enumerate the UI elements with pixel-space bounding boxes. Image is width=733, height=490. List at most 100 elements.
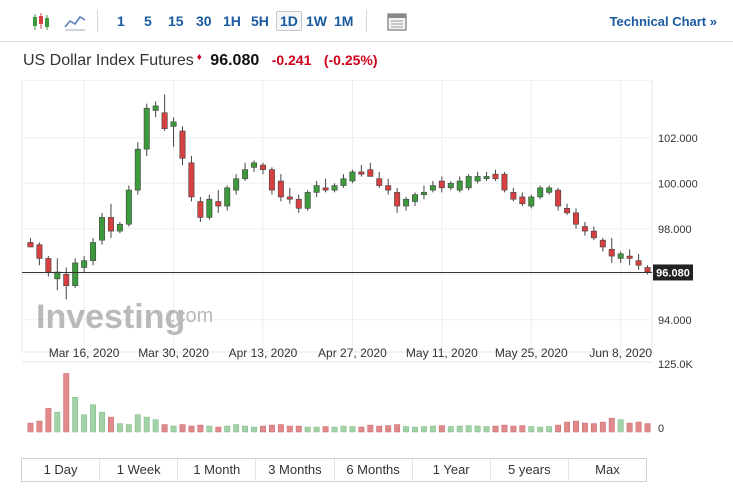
range-5-years[interactable]: 5 years [491,459,569,481]
candle [313,181,320,197]
technical-chart-label: Technical Chart [609,14,707,29]
range-3-months[interactable]: 3 Months [256,459,335,481]
candle-body [376,178,383,186]
price-chart[interactable]: Investing .com 125.0K 0 102.000 100.000 98.… [0,80,733,454]
volume-bar [170,425,177,433]
candle-body [116,223,123,232]
x-tick-label: Jun 8, 2020 [589,346,652,360]
timeframe-1[interactable]: 1 [117,13,125,29]
candle [394,187,401,213]
timeframe-30[interactable]: 30 [196,13,212,29]
x-tick-label: Apr 13, 2020 [229,346,298,360]
candle [447,181,454,191]
candle [367,162,374,177]
technical-chart-link[interactable]: Technical Chart » [610,14,717,29]
candle [492,169,499,182]
volume-bar [340,425,347,433]
timeframe-1d[interactable]: 1D [276,11,302,31]
candle-body [617,253,624,259]
candle-body [197,201,204,218]
volume-bar [152,419,159,433]
volume-bar [367,424,374,433]
toolbar-separator [97,10,98,32]
timeframe-1w[interactable]: 1W [306,13,327,29]
range-1-day[interactable]: 1 Day [22,459,101,481]
volume-bar [27,422,34,433]
volume-bar [394,424,401,433]
candle [501,171,508,193]
candle [465,174,472,191]
candle [90,237,97,266]
candle [546,185,553,195]
candles [27,94,651,300]
candle-body [179,130,186,159]
candle-body [188,162,195,198]
volume-bar [134,414,141,433]
candle-body [206,198,213,218]
candle-body [224,187,231,207]
candle [581,221,588,236]
candle-body [349,171,356,182]
volume-bar [72,397,79,433]
volume-bar [358,426,365,433]
candle-body [90,242,97,261]
candlestick-chart-icon[interactable] [30,12,52,32]
volume-bar [233,424,240,433]
candle [286,187,293,204]
volume-bar [599,421,606,433]
candle-body [215,201,222,207]
calendar-icon[interactable] [386,12,408,32]
range-max[interactable]: Max [595,462,620,477]
timeframe-1h[interactable]: 1H [223,13,241,29]
toolbar-separator [366,10,367,32]
volume-bar [54,411,61,433]
range-1-month[interactable]: 1 Month [178,459,257,481]
candle-body [358,171,365,175]
candle [537,185,544,200]
candle-body [27,242,34,248]
candle [188,155,195,202]
instrument-name: US Dollar Index Futures [23,52,194,69]
timeframe-5h[interactable]: 5H [251,13,269,29]
volume-bar [260,425,266,433]
timeframe-1m[interactable]: 1M [334,13,354,29]
last-price-tag-label: 96.080 [656,267,690,279]
area-chart-icon[interactable] [64,12,86,32]
candle [573,208,579,229]
volume-bar [617,419,624,433]
timeframe-5[interactable]: 5 [144,13,152,29]
volume-bar [304,426,311,433]
volume-bar [528,426,535,433]
volume-bar [206,425,213,433]
range-6-months[interactable]: 6 Months [335,459,413,481]
candle [438,176,445,193]
timeframe-15[interactable]: 15 [168,13,184,29]
candle-body [483,176,490,180]
candle-body [510,192,517,200]
x-tick-label: May 11, 2020 [406,346,478,360]
volume-bar [438,425,445,433]
volume-bar [564,421,570,433]
candle-body [242,169,249,180]
candle-body [528,196,535,207]
range-1-year[interactable]: 1 Year [413,459,491,481]
volume-bar [447,426,454,433]
candle-body [72,262,79,286]
candle-body [635,260,642,266]
candle [420,185,427,200]
candle [349,169,356,184]
volume-bar [501,424,508,433]
candle-body [394,192,401,207]
candle [358,165,365,177]
candle [116,221,123,234]
candle-body [36,244,43,259]
volume-bar [277,424,284,433]
candle-body [260,164,266,170]
range-1-week[interactable]: 1 Week [100,459,179,481]
candle-body [286,196,293,200]
candle-body [644,267,651,273]
volume-bar [179,424,186,433]
candle-body [340,178,347,186]
volume-bar [90,404,97,433]
